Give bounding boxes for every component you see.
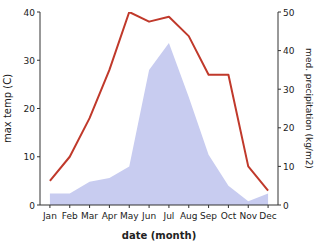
x-tick-label: Oct xyxy=(221,211,237,221)
x-tick-label: Dec xyxy=(259,211,276,221)
x-tick xyxy=(268,205,269,208)
y2-tick xyxy=(278,205,281,206)
y2-tick xyxy=(278,50,281,51)
x-tick xyxy=(168,205,169,208)
y-tick-label: 30 xyxy=(24,56,36,66)
x-tick xyxy=(188,205,189,208)
y-tick xyxy=(37,108,40,109)
y2-axis-label: med. precipitation (kg/m2) xyxy=(304,48,314,169)
x-tick-label: Apr xyxy=(102,211,118,221)
y-tick xyxy=(37,205,40,206)
y-tick xyxy=(37,60,40,61)
y-tick xyxy=(37,156,40,157)
x-tick-label: Jul xyxy=(162,211,174,221)
y-axis-label: max temp (C) xyxy=(2,74,13,143)
x-tick xyxy=(208,205,209,208)
x-tick xyxy=(49,205,50,208)
x-tick xyxy=(109,205,110,208)
y2-tick xyxy=(278,127,281,128)
y2-tick-label: 20 xyxy=(283,123,295,133)
x-tick-label: Sep xyxy=(200,211,217,221)
x-tick xyxy=(228,205,229,208)
x-tick-label: Jun xyxy=(141,211,156,221)
x-axis-label: date (month) xyxy=(122,230,196,241)
y2-tick xyxy=(278,12,281,13)
data-group xyxy=(50,12,268,205)
y-tick-label: 40 xyxy=(24,8,36,18)
axes: Jan FebMar AprMayJun Jul AugSep OctNovDec date… xyxy=(2,8,314,242)
precipitation-area xyxy=(50,43,268,205)
chart-container: Jan FebMar AprMayJun Jul AugSep OctNovDec date… xyxy=(0,0,318,247)
x-tick xyxy=(248,205,249,208)
temperature-line xyxy=(50,12,268,191)
y-tick-label: 0 xyxy=(29,201,35,211)
y-tick xyxy=(37,12,40,13)
y2-tick-label: 30 xyxy=(283,85,295,95)
chart-svg: Jan FebMar AprMayJun Jul AugSep OctNovDec date… xyxy=(0,0,318,247)
y2-tick-label: 40 xyxy=(283,46,295,56)
x-axis-line xyxy=(40,205,278,206)
y2-tick xyxy=(278,166,281,167)
y2-tick-label: 10 xyxy=(283,162,295,172)
x-tick-label: Aug xyxy=(180,211,198,221)
x-tick xyxy=(129,205,130,208)
x-tick-label: May xyxy=(120,211,139,221)
y2-tick-label: 0 xyxy=(283,201,289,211)
x-tick-label: Feb xyxy=(62,211,78,221)
x-tick-label: Jan xyxy=(42,211,57,221)
x-tick xyxy=(69,205,70,208)
y2-tick-label: 50 xyxy=(283,8,295,18)
x-tick xyxy=(149,205,150,208)
y-tick-label: 10 xyxy=(24,152,36,162)
x-tick xyxy=(89,205,90,208)
y2-tick xyxy=(278,89,281,90)
y2-axis-line xyxy=(278,12,279,205)
x-tick-label: Nov xyxy=(239,211,257,221)
y-tick-label: 20 xyxy=(24,104,36,114)
x-tick-label: Mar xyxy=(81,211,98,221)
